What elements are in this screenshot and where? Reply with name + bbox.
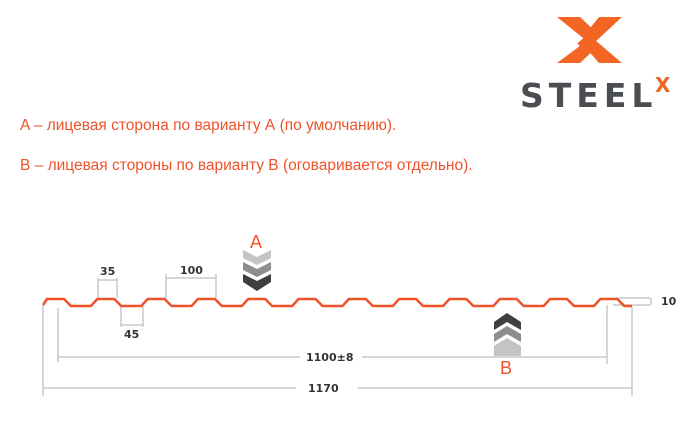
note-side-b: B – лицевая стороны по варианту B (огова… — [20, 157, 473, 174]
dim-crest-width: 35 — [100, 265, 115, 278]
logo-x-icon — [557, 17, 622, 63]
dim-pitch: 100 — [180, 264, 203, 277]
profile-line — [41, 297, 632, 308]
note-side-a: A – лицевая сторона по варианту А (по ум… — [20, 117, 397, 134]
side-a-label: A — [250, 232, 262, 252]
logo-superscript: X — [655, 73, 671, 97]
side-b-label: B — [500, 358, 512, 378]
steelx-logo: STEEL X — [520, 17, 671, 115]
side-b-arrow-icon — [494, 313, 521, 356]
dim-trough-width: 45 — [124, 328, 139, 341]
dim-total-width: 1170 — [308, 382, 339, 395]
side-a-arrow-icon — [243, 250, 271, 291]
logo-text: STEEL — [520, 76, 657, 115]
dim-useful-width: 1100±8 — [306, 351, 354, 364]
dim-height: 10 — [661, 295, 677, 308]
